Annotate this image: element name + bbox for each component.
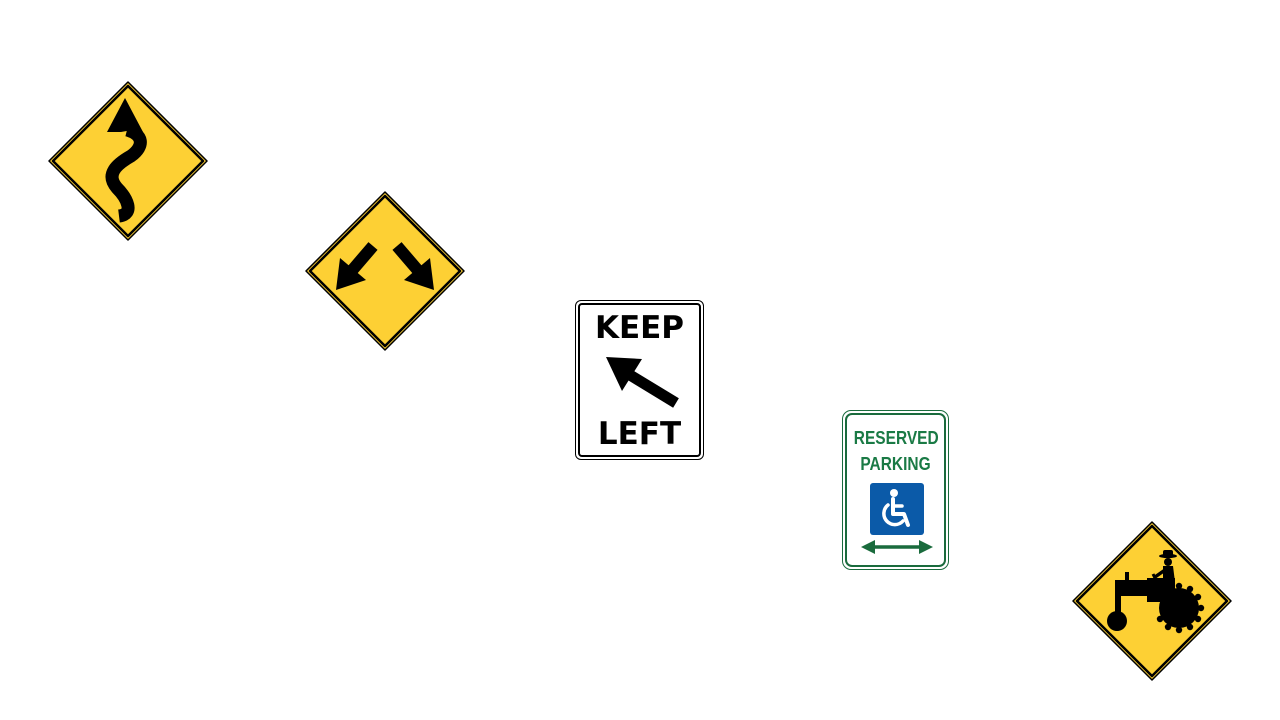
reserved-parking-line1: RESERVED	[853, 428, 939, 448]
diverging-arrows-sign	[305, 191, 465, 351]
winding-road-arrow-icon	[105, 98, 147, 223]
winding-road-sign	[48, 81, 208, 241]
reserved-parking-sign-face: RESERVED PARKING	[845, 413, 946, 567]
keep-left-sign: KEEP LEFT	[575, 300, 704, 460]
up-left-arrow-icon	[606, 357, 679, 408]
wheelchair-icon	[870, 483, 924, 535]
reserved-parking-line2: PARKING	[860, 454, 931, 474]
farm-machinery-sign	[1072, 521, 1232, 681]
keep-left-line2: LEFT	[597, 416, 682, 452]
diverging-arrows-icon	[336, 242, 434, 290]
keep-left-sign-face: KEEP LEFT	[578, 303, 701, 457]
keep-left-line1: KEEP	[594, 310, 685, 346]
tractor-icon	[1107, 550, 1205, 634]
double-headed-arrow-icon	[861, 540, 933, 554]
reserved-parking-sign: RESERVED PARKING	[842, 410, 949, 570]
